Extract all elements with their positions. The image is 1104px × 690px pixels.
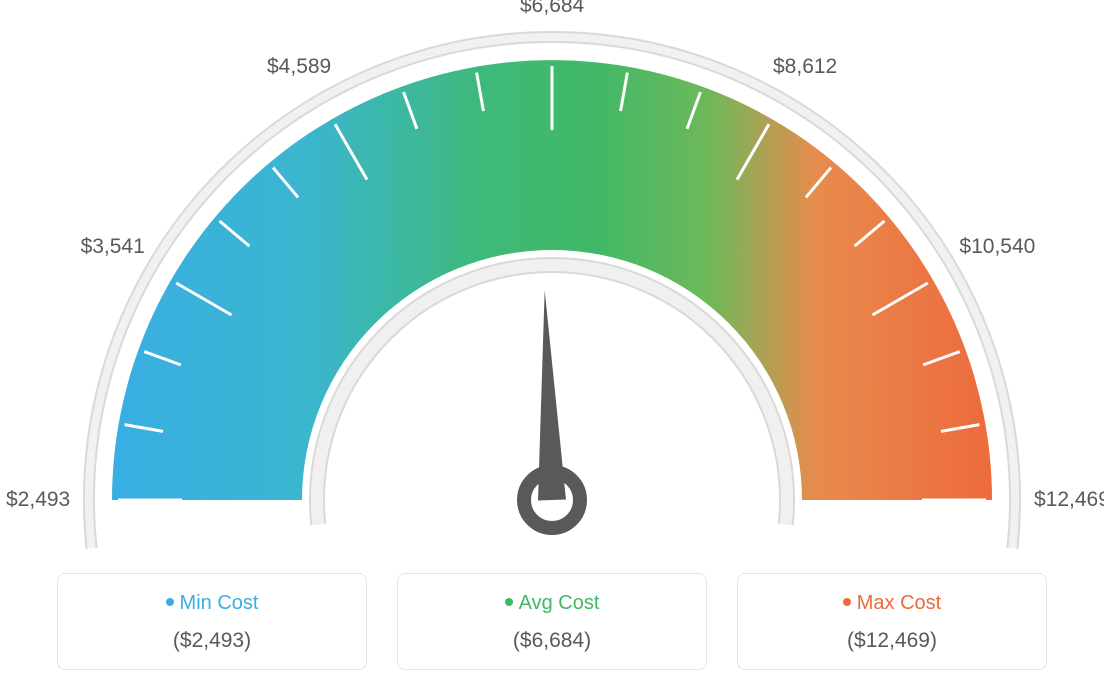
scale-label: $6,684 [520, 0, 584, 18]
legend-card-min: Min Cost ($2,493) [57, 573, 367, 670]
scale-label: $2,493 [6, 488, 70, 512]
legend-value-min: ($2,493) [70, 629, 354, 653]
legend-value-max: ($12,469) [750, 629, 1034, 653]
cost-gauge-chart: $2,493 $3,541 $4,589 $6,684 $8,612 $10,540 $12… [0, 0, 1104, 690]
legend-title-avg: Avg Cost [410, 592, 694, 615]
legend-row: Min Cost ($2,493) Avg Cost ($6,684) Max … [0, 573, 1104, 670]
legend-title-min: Min Cost [70, 592, 354, 615]
gauge-svg [52, 10, 1052, 550]
legend-label-min: Min Cost [180, 592, 259, 614]
scale-label: $12,469 [1034, 488, 1104, 512]
scale-label: $4,589 [267, 55, 331, 79]
scale-label: $10,540 [959, 235, 1035, 259]
legend-dot-max [843, 598, 851, 606]
legend-card-max: Max Cost ($12,469) [737, 573, 1047, 670]
legend-title-max: Max Cost [750, 592, 1034, 615]
scale-label: $8,612 [773, 55, 837, 79]
legend-label-avg: Avg Cost [519, 592, 600, 614]
legend-dot-avg [505, 598, 513, 606]
gauge: $2,493$3,541$4,589$6,684$8,612$10,540$12… [52, 10, 1052, 530]
legend-card-avg: Avg Cost ($6,684) [397, 573, 707, 670]
legend-value-avg: ($6,684) [410, 629, 694, 653]
scale-label: $3,541 [81, 235, 145, 259]
legend-label-max: Max Cost [857, 592, 941, 614]
legend-dot-min [166, 598, 174, 606]
